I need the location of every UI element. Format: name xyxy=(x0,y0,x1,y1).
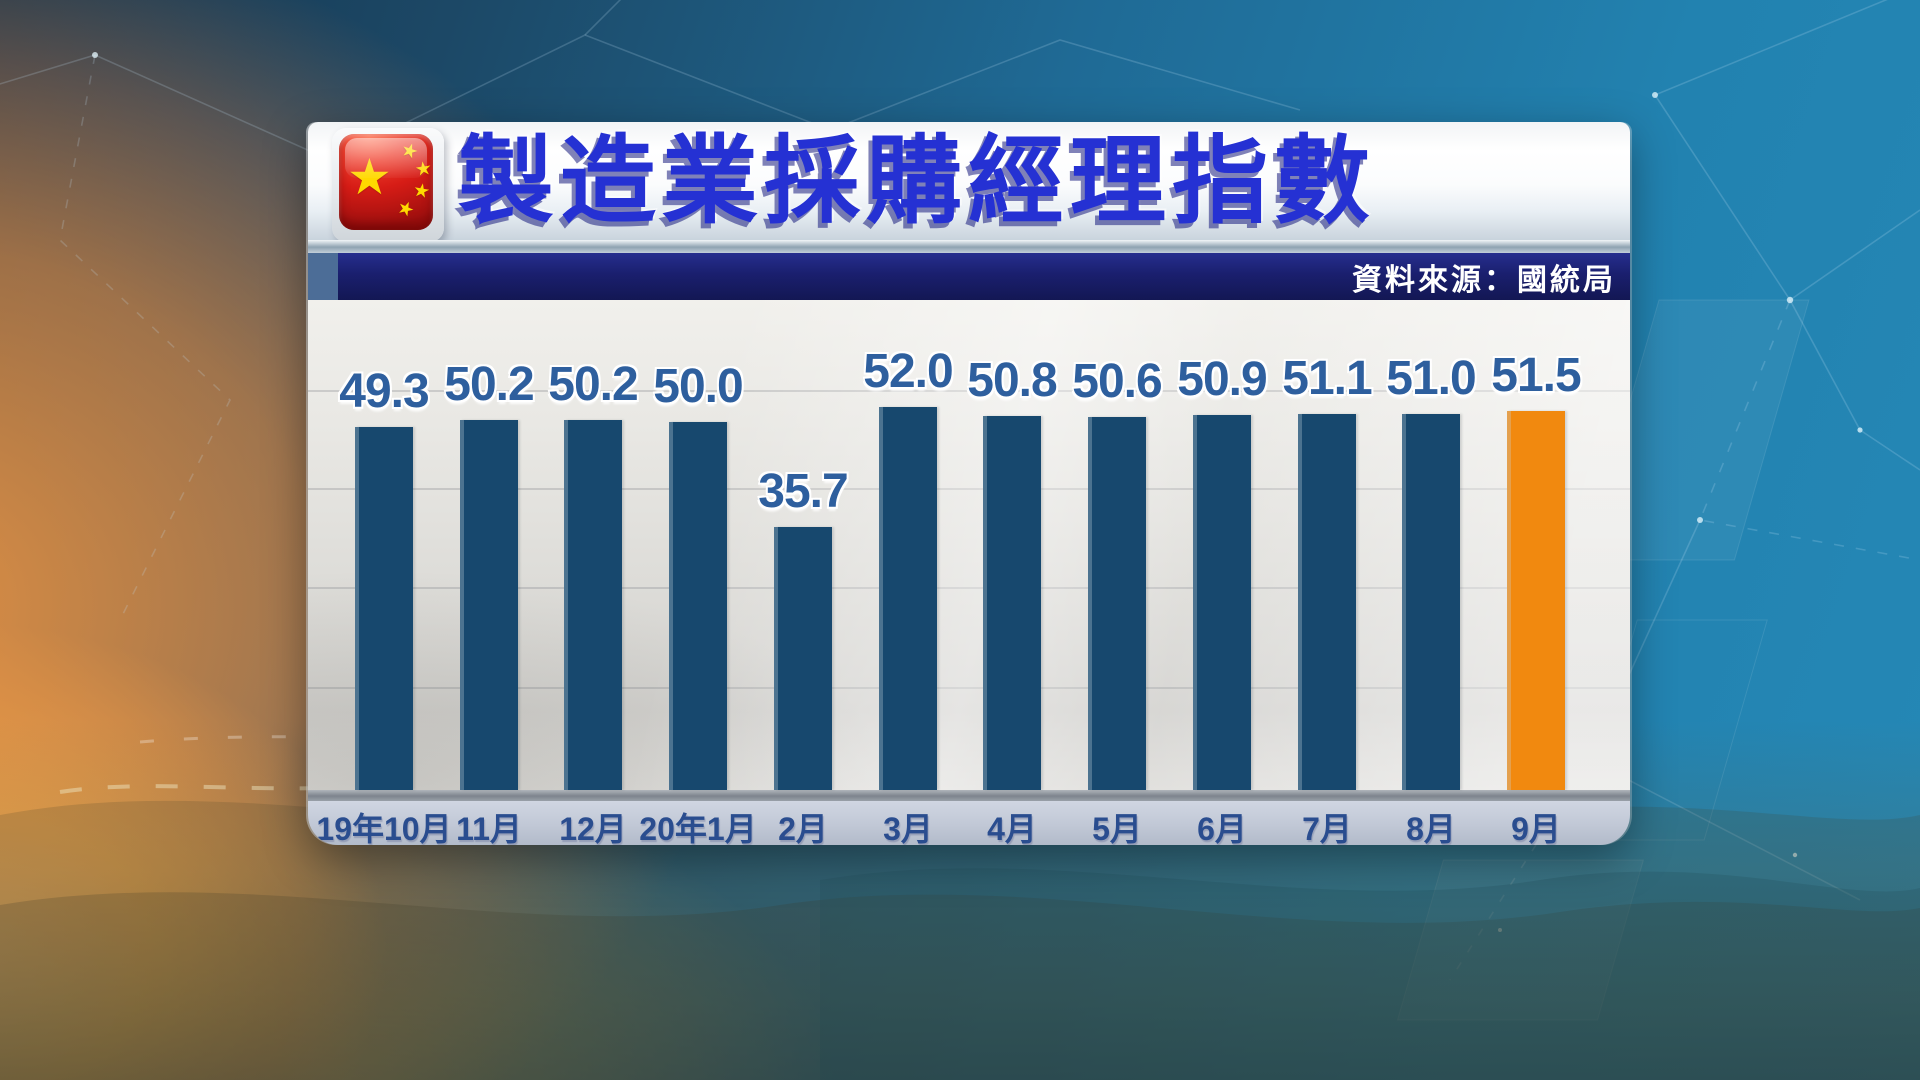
bar xyxy=(355,427,413,790)
bar xyxy=(1402,414,1460,790)
header-divider xyxy=(308,240,1630,253)
bar xyxy=(983,416,1041,790)
bar xyxy=(669,422,727,790)
x-axis-baseline xyxy=(308,790,1630,801)
x-axis-labels: 19年10月 11月 12月 20年1月 2月 3月 4月 5月 6月 7月 8月 9月 xyxy=(308,801,1630,845)
source-bar: 資料來源：國統局 xyxy=(308,253,1630,300)
chart-area: 49.3 50.2 50.2 50.0 35.7 52.0 50.8 50.6 50.9 51.1… xyxy=(308,300,1630,790)
bar xyxy=(564,420,622,790)
bar-value-label: 50.0 xyxy=(653,360,743,413)
bar xyxy=(1298,414,1356,790)
x-axis-label: 4月 xyxy=(987,811,1037,845)
chart-panel: ★ ★ ★ ★ ★ 製造業採購經理指數 資料來源：國統局 49.3 50.2 50.… xyxy=(308,122,1630,845)
bar xyxy=(460,420,518,790)
bars-layer: 49.3 50.2 50.2 50.0 35.7 52.0 50.8 50.6 50.9 51.1… xyxy=(308,300,1630,790)
bar-value-label: 51.0 xyxy=(1386,352,1476,405)
china-flag-icon: ★ ★ ★ ★ ★ xyxy=(332,128,444,242)
bar xyxy=(879,407,937,790)
bar-value-label: 50.2 xyxy=(548,358,638,411)
x-axis-label: 20年1月 xyxy=(639,811,757,845)
x-axis-label: 5月 xyxy=(1092,811,1142,845)
x-axis-label: 9月 xyxy=(1511,811,1561,845)
bar-value-label: 50.9 xyxy=(1177,353,1267,406)
bar-value-label: 50.8 xyxy=(967,354,1057,407)
x-axis-label: 2月 xyxy=(778,811,828,845)
bar xyxy=(774,527,832,790)
x-axis-label: 8月 xyxy=(1406,811,1456,845)
bar xyxy=(1088,417,1146,790)
flag-gloss xyxy=(344,137,428,179)
bar-value-label: 50.2 xyxy=(444,358,534,411)
bar-highlighted xyxy=(1507,411,1565,790)
bar-value-label: 51.5 xyxy=(1491,349,1581,402)
bar-value-label: 52.0 xyxy=(863,345,953,398)
x-axis-label: 12月 xyxy=(559,811,627,845)
source-bar-accent xyxy=(308,253,338,300)
source-label: 資料來源：國統局 xyxy=(1352,263,1616,297)
page-title: 製造業採購經理指數 xyxy=(458,128,1376,235)
bar xyxy=(1193,415,1251,790)
bar-value-label: 49.3 xyxy=(339,365,429,418)
x-axis-label: 6月 xyxy=(1197,811,1247,845)
x-axis-label: 19年10月 xyxy=(316,811,452,845)
flag-star-icon: ★ xyxy=(393,196,418,223)
bar-value-label: 50.6 xyxy=(1072,355,1162,408)
china-flag-face: ★ ★ ★ ★ ★ xyxy=(339,134,433,230)
x-axis-label: 3月 xyxy=(883,811,933,845)
x-axis-label: 7月 xyxy=(1302,811,1352,845)
flag-star-icon: ★ xyxy=(411,179,432,204)
x-axis-label: 11月 xyxy=(456,811,522,845)
bar-value-label: 51.1 xyxy=(1282,352,1372,405)
panel-header: ★ ★ ★ ★ ★ 製造業採購經理指數 xyxy=(308,122,1630,253)
bar-value-label: 35.7 xyxy=(758,465,848,518)
